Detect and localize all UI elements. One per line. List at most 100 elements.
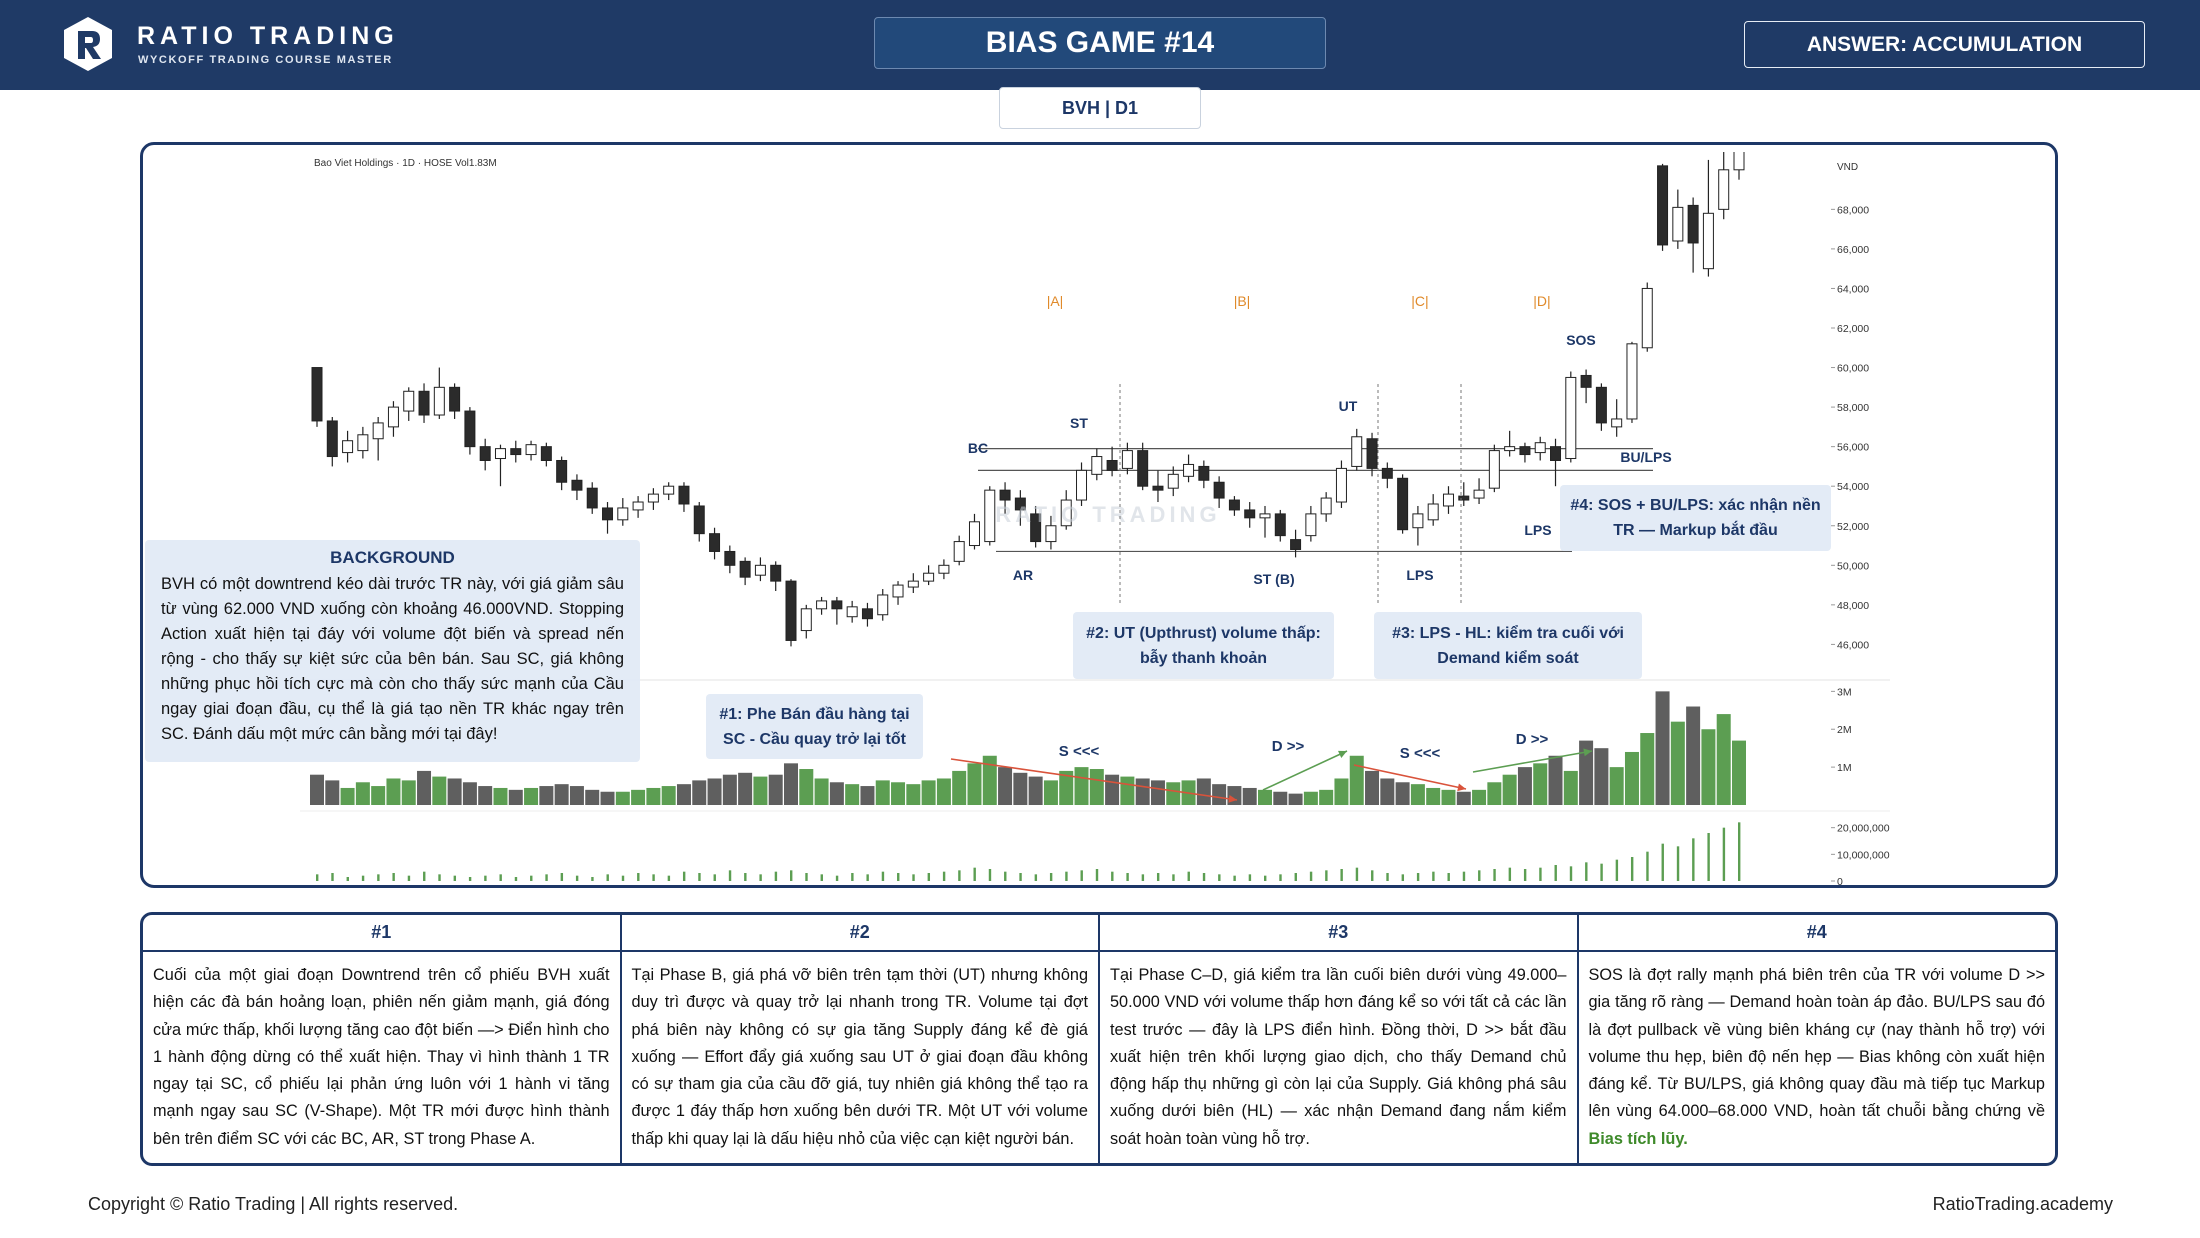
volume-bar — [860, 786, 875, 805]
volume-bar — [1196, 778, 1211, 805]
candle-body — [1565, 376, 1577, 460]
trend-arrow — [1262, 750, 1348, 791]
indicator-bar — [545, 874, 548, 881]
indicator-bar — [591, 877, 594, 881]
y-tick-label: 20,000,000 — [1837, 823, 1890, 835]
indicator-bar — [866, 874, 869, 881]
volume-bar — [1273, 791, 1288, 805]
volume-bar — [768, 774, 783, 805]
note-column: #2 Tại Phase B, giá phá vỡ biên trên tạm … — [621, 915, 1100, 1163]
volume-bar — [921, 780, 936, 805]
volume-bar — [417, 770, 432, 805]
volume-bar — [462, 782, 477, 805]
volume-bar — [722, 774, 737, 805]
volume-bar — [891, 782, 906, 805]
indicator-bar — [499, 874, 502, 881]
note-heading: #3 — [1100, 915, 1577, 952]
candle-body — [1442, 493, 1454, 507]
candle-body — [1412, 513, 1424, 529]
volume-bar — [936, 778, 951, 805]
y-tick-label: 58,000 — [1837, 402, 1869, 414]
callout: #3: LPS - HL: kiểm tra cuối với Demand k… — [1374, 612, 1642, 679]
volume-bar — [340, 787, 355, 805]
candle-body — [525, 444, 537, 456]
candle-body — [984, 489, 996, 543]
volume-bar — [1013, 772, 1028, 805]
volume-bar — [982, 755, 997, 805]
indicator-bar — [1111, 871, 1114, 881]
callout: #4: SOS + BU/LPS: xác nhận nền TR — Mark… — [1560, 485, 1831, 551]
volume-bar — [1594, 748, 1609, 805]
indicator-bar — [1447, 873, 1450, 881]
candle-body — [403, 390, 415, 412]
candle-body — [357, 434, 369, 452]
indicator-bar — [1156, 873, 1160, 881]
candle-body — [1259, 513, 1271, 519]
volume-bar — [1212, 784, 1227, 805]
note-text: SOS là đợt rally mạnh phá biên trên của … — [1579, 952, 2056, 1163]
notes-table: #1 Cuối của một giai đoạn Downtrend trên … — [140, 912, 2058, 1166]
indicator-bar — [621, 875, 625, 881]
indicator-bar — [438, 874, 441, 881]
indicator-bar — [1615, 859, 1619, 881]
indicator-bar — [958, 870, 961, 881]
indicator-bar — [1585, 862, 1588, 881]
indicator-bar — [744, 873, 747, 881]
indicator-bar — [1554, 865, 1557, 881]
volume-bar — [1043, 780, 1058, 805]
y-tick-label: 60,000 — [1837, 363, 1869, 375]
indicator-bar — [1630, 857, 1634, 881]
phase-label: |A| — [1047, 293, 1064, 309]
volume-bar — [1655, 691, 1670, 805]
indicator-bar — [1707, 833, 1710, 881]
volume-bar — [738, 772, 753, 805]
volume-bar — [1349, 755, 1364, 805]
indicator-bar — [698, 873, 701, 881]
candle-body — [1030, 513, 1042, 543]
candle-body — [540, 446, 552, 461]
event-label: SOS — [1566, 332, 1596, 348]
candle-body — [1076, 469, 1088, 501]
volume-bar — [845, 784, 860, 805]
indicator-bar — [1355, 867, 1359, 881]
indicator-bar — [392, 873, 395, 881]
site-link[interactable]: RatioTrading.academy — [1932, 1194, 2113, 1214]
arrow-head — [1228, 794, 1237, 803]
y-tick-label: 66,000 — [1837, 244, 1869, 256]
indicator-bar — [361, 875, 365, 881]
note-text: Tại Phase B, giá phá vỡ biên trên tạm th… — [631, 965, 1089, 1148]
candle-body — [433, 386, 445, 416]
indicator-bar — [484, 875, 487, 881]
volume-bar — [875, 780, 890, 805]
volume-bar — [1334, 778, 1349, 805]
indicator-bar — [637, 873, 640, 881]
indicator-bar — [1676, 846, 1680, 881]
note-heading: #2 — [621, 915, 1098, 952]
note-heading: #1 — [143, 915, 620, 952]
volume-bar — [1548, 755, 1563, 805]
answer[interactable]: ANSWER: ACCUMULATION — [1744, 21, 2145, 68]
volume-bar — [1533, 763, 1548, 805]
candle-body — [1183, 463, 1195, 477]
y-tick-label: 46,000 — [1837, 639, 1869, 651]
background-title: BACKGROUND — [330, 548, 455, 567]
candle-body — [1504, 446, 1516, 452]
indicator-bar — [897, 873, 900, 881]
indicator-bar — [1523, 869, 1527, 881]
indicator-bar — [667, 875, 671, 881]
candle-body — [1611, 418, 1623, 428]
candle-body — [372, 422, 384, 440]
candle-body — [1305, 513, 1317, 537]
volume-bar — [355, 782, 370, 805]
indicator-bar — [1692, 838, 1695, 881]
indicator-bar — [1309, 871, 1313, 881]
candle-body — [739, 560, 751, 578]
indicator-bar — [560, 873, 564, 881]
volume-bar — [1365, 770, 1380, 805]
indicator-bar — [1049, 873, 1053, 881]
indicator-bar — [652, 874, 655, 881]
indicator-bar — [820, 874, 823, 881]
volume-bar — [585, 789, 600, 805]
volume-bar — [661, 786, 676, 805]
candle-body — [1121, 450, 1133, 469]
